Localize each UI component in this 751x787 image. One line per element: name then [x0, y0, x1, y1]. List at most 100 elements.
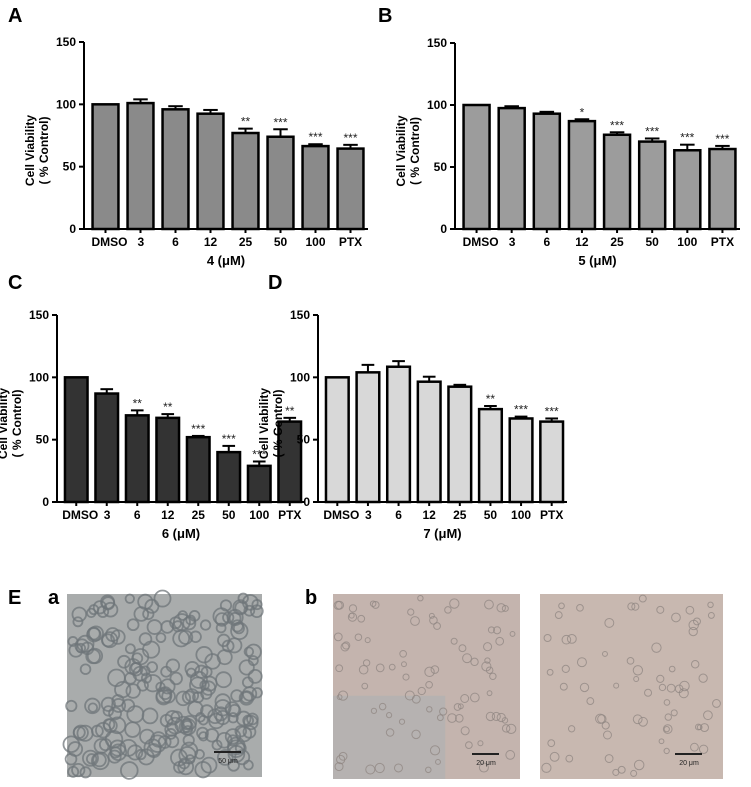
cell	[146, 661, 159, 674]
x-axis-label: 4 (μM)	[207, 253, 245, 268]
cell	[238, 690, 255, 706]
cell	[501, 604, 509, 612]
cell	[696, 724, 703, 731]
cell	[101, 633, 116, 648]
x-tick-label: DMSO	[62, 508, 98, 522]
cell	[155, 632, 167, 644]
cell	[417, 686, 426, 696]
cell	[165, 728, 177, 740]
scale-bar-label: 20 μm	[476, 760, 496, 767]
x-tick-label: 100	[249, 508, 269, 522]
cell	[214, 693, 232, 710]
bar-6	[124, 414, 150, 504]
micrograph-background	[540, 594, 723, 779]
cell	[493, 626, 502, 635]
significance-marker: **	[133, 396, 143, 410]
significance-marker: *	[580, 105, 585, 119]
cell	[75, 642, 87, 654]
cell	[707, 611, 715, 619]
cell	[80, 641, 95, 656]
cell	[399, 649, 407, 658]
cell	[483, 642, 493, 652]
cell	[340, 642, 350, 652]
cell	[102, 601, 119, 618]
cell	[214, 699, 232, 717]
cell	[232, 599, 249, 616]
cell	[95, 721, 112, 739]
cell	[388, 663, 396, 671]
cell	[638, 594, 647, 603]
cell	[247, 655, 259, 667]
cell	[690, 742, 699, 752]
x-axis-label: 6 (μM)	[162, 526, 200, 541]
cell	[133, 606, 150, 622]
bar-ptx	[539, 420, 565, 504]
cell	[506, 723, 517, 735]
x-tick-label: 25	[610, 235, 624, 249]
cell	[227, 712, 239, 724]
bar-3	[94, 392, 120, 504]
cell	[679, 680, 690, 692]
y-tick-label: 100	[29, 370, 49, 384]
cell	[199, 619, 212, 631]
cell	[216, 749, 234, 766]
significance-marker: ***	[645, 124, 659, 138]
cell	[487, 626, 496, 634]
cell	[196, 726, 209, 740]
cell	[243, 604, 256, 617]
cell	[338, 751, 348, 761]
cell	[222, 611, 235, 624]
cell	[651, 642, 662, 653]
cell	[337, 690, 349, 701]
cell	[334, 762, 344, 772]
cell	[429, 615, 438, 625]
cell	[198, 731, 209, 742]
y-axis-label: Cell Viability	[23, 115, 37, 186]
cell	[90, 724, 104, 738]
cell	[712, 699, 721, 708]
significance-marker: ***	[514, 403, 528, 417]
significance-marker: ***	[715, 132, 729, 146]
cell	[407, 608, 415, 616]
cell	[460, 694, 470, 703]
y-tick-label: 50	[434, 160, 448, 174]
cell	[102, 718, 116, 731]
cell	[678, 688, 689, 699]
cell	[663, 725, 670, 733]
cell	[477, 740, 484, 747]
cell	[230, 619, 244, 633]
panel-label: D	[268, 272, 282, 294]
cell	[547, 739, 556, 748]
cell	[173, 760, 186, 774]
significance-marker: ***	[680, 131, 694, 145]
significance-marker: ***	[343, 131, 357, 145]
scale-bar-label: 20 μm	[679, 760, 699, 767]
cell	[148, 734, 167, 753]
cell	[670, 709, 678, 717]
cell	[226, 637, 243, 654]
cell	[685, 605, 695, 615]
cell	[102, 705, 114, 717]
cell	[117, 654, 131, 669]
bar-25	[602, 133, 632, 231]
cell	[84, 697, 101, 715]
cell	[155, 681, 166, 693]
cell	[98, 738, 112, 752]
cell	[86, 607, 97, 618]
significance-marker: **	[241, 115, 251, 129]
chart-panel-a: A 0 50 100 150 Cell Viability( % Control) DMSO…	[8, 5, 368, 268]
cell	[484, 599, 494, 610]
cell	[496, 603, 506, 613]
y-tick-label: 100	[290, 370, 310, 384]
cell	[484, 657, 491, 664]
x-tick-label: PTX	[278, 508, 301, 522]
cell	[631, 602, 640, 611]
cell	[76, 634, 95, 653]
cell	[335, 664, 344, 673]
cell	[109, 743, 128, 762]
cell	[478, 762, 489, 773]
x-tick-label: 50	[222, 508, 236, 522]
y-tick-label: 50	[297, 433, 311, 447]
y-axis-label: ( % Control)	[408, 117, 422, 185]
